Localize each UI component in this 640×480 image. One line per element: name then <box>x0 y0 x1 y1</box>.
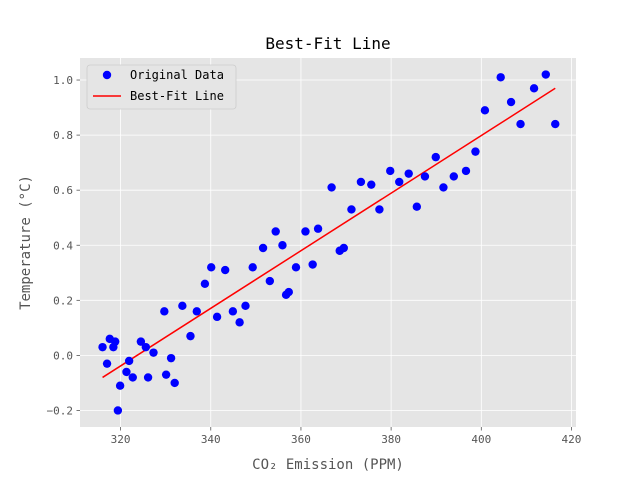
data-point <box>228 307 238 316</box>
data-point <box>170 378 179 388</box>
data-point <box>395 177 404 187</box>
data-point <box>404 169 413 178</box>
data-point <box>412 202 422 211</box>
data-point <box>166 353 176 363</box>
legend: Original Data Best-Fit Line <box>86 64 237 110</box>
data-point <box>271 227 280 236</box>
data-point <box>284 287 293 297</box>
x-axis-label: CO₂ Emission (PPM) <box>252 457 404 473</box>
line-series <box>102 87 556 379</box>
data-point <box>449 172 459 181</box>
data-point <box>431 152 440 162</box>
data-point <box>356 177 366 187</box>
y-tick-label: −0.2 <box>47 404 74 417</box>
y-tick-label: 0.0 <box>53 349 73 362</box>
data-point <box>529 84 539 93</box>
data-point <box>248 263 257 272</box>
data-point <box>122 367 131 377</box>
x-axis-ticks: 320 340 360 380 400 420 <box>111 427 582 446</box>
data-point <box>186 331 195 341</box>
legend-marker-original-data <box>102 70 112 80</box>
chart-title: Best-Fit Line <box>265 34 390 53</box>
data-point <box>327 183 336 192</box>
legend-box <box>86 64 237 110</box>
data-point <box>141 342 151 352</box>
x-tick-label: 400 <box>471 433 491 446</box>
data-point <box>220 265 230 275</box>
data-point <box>192 307 201 316</box>
data-point <box>160 307 169 316</box>
data-point <box>439 183 448 192</box>
y-tick-label: 0.6 <box>53 184 73 197</box>
data-point <box>506 97 516 107</box>
data-point <box>207 263 216 272</box>
x-tick-label: 360 <box>291 433 311 446</box>
data-point <box>308 260 317 269</box>
data-point <box>241 301 250 311</box>
data-point <box>265 276 275 286</box>
data-point <box>541 70 550 79</box>
data-point <box>278 241 287 250</box>
data-point <box>212 312 222 322</box>
data-point <box>110 337 120 346</box>
data-point <box>461 166 471 176</box>
y-axis-label: Temperature (°C) <box>18 175 34 310</box>
data-point <box>258 243 268 253</box>
data-point <box>375 205 384 214</box>
data-point <box>516 119 525 129</box>
data-point <box>471 147 480 156</box>
data-point <box>128 373 137 382</box>
data-point <box>200 279 210 289</box>
scatter-series <box>98 70 560 415</box>
data-point <box>98 342 107 352</box>
grid-lines <box>80 58 576 427</box>
y-tick-label: 0.8 <box>53 129 73 142</box>
data-point <box>115 381 125 390</box>
data-point <box>235 318 244 327</box>
data-point <box>178 301 187 311</box>
y-tick-label: 0.2 <box>53 294 73 307</box>
data-point <box>480 106 490 115</box>
data-point <box>161 370 171 379</box>
data-point <box>301 227 310 236</box>
data-point <box>149 348 158 357</box>
data-point <box>367 180 376 189</box>
data-point <box>136 337 146 346</box>
data-point <box>339 243 348 253</box>
data-point <box>291 263 301 272</box>
x-tick-label: 420 <box>562 433 582 446</box>
plot-area <box>80 58 576 427</box>
data-point <box>551 119 560 129</box>
legend-label-best-fit-line: Best-Fit Line <box>130 89 224 103</box>
x-tick-label: 320 <box>111 433 131 446</box>
data-point <box>124 356 134 366</box>
x-tick-label: 380 <box>381 433 401 446</box>
data-point <box>496 73 505 82</box>
data-point <box>113 406 123 415</box>
data-point <box>143 373 153 382</box>
data-point <box>420 172 430 181</box>
data-point <box>102 359 112 368</box>
x-tick-label: 340 <box>201 433 221 446</box>
y-tick-label: 0.4 <box>53 239 73 252</box>
best-fit-line <box>102 87 556 379</box>
legend-label-original-data: Original Data <box>130 68 224 82</box>
y-tick-label: 1.0 <box>53 74 73 87</box>
y-axis-ticks: −0.2 0.0 0.2 0.4 0.6 0.8 1.0 <box>47 74 80 417</box>
data-point <box>313 224 323 233</box>
data-point <box>347 205 356 214</box>
data-point <box>386 166 395 176</box>
